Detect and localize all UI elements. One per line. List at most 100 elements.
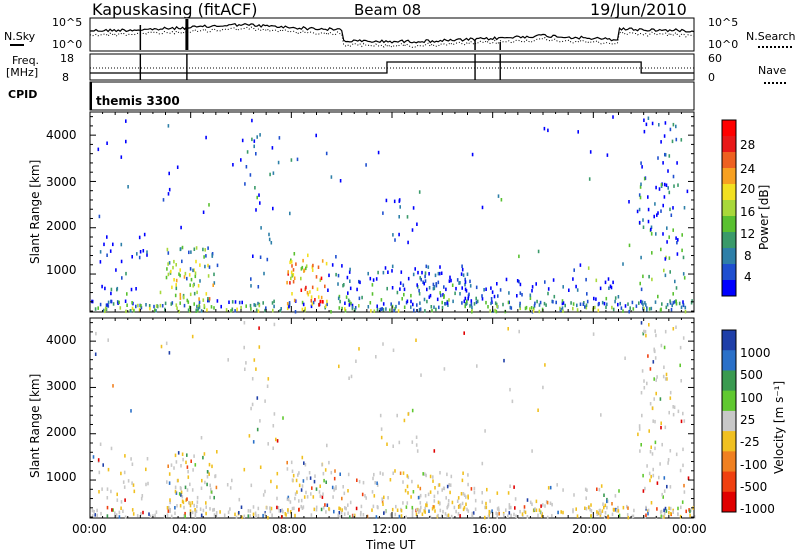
- power-point: [286, 302, 289, 306]
- power-point: [666, 303, 669, 307]
- power-point: [279, 309, 281, 313]
- cpid-label: CPID: [8, 88, 38, 101]
- velocity-ytick-3000: 3000: [46, 379, 77, 393]
- power-point: [296, 157, 299, 162]
- power-point: [168, 187, 171, 192]
- velocity-point: [344, 506, 346, 510]
- power-point: [265, 306, 267, 310]
- power-point: [680, 138, 683, 142]
- power-point: [657, 211, 659, 215]
- velocity-point: [276, 485, 278, 489]
- velocity-point: [433, 499, 436, 503]
- power-point: [379, 307, 381, 312]
- velocity-point: [531, 502, 533, 506]
- velocity-point: [474, 498, 477, 503]
- velocity-cb-neg1000: -1000: [740, 502, 775, 516]
- velocity-point: [315, 508, 318, 512]
- velocity-point: [659, 510, 662, 514]
- freq-lines: [90, 54, 694, 80]
- velocity-point: [133, 489, 136, 494]
- nave-tick-top: 60: [708, 52, 722, 65]
- power-point: [638, 220, 641, 225]
- velocity-point: [424, 510, 426, 514]
- power-point: [635, 304, 638, 308]
- velocity-point: [618, 513, 621, 518]
- power-point: [189, 267, 192, 271]
- velocity-point: [541, 514, 543, 518]
- power-point: [216, 263, 219, 268]
- velocity-point: [689, 513, 691, 518]
- power-point: [656, 213, 658, 217]
- velocity-point: [313, 507, 316, 512]
- power-point: [394, 238, 396, 242]
- power-point: [208, 265, 211, 269]
- power-point: [505, 277, 508, 282]
- velocity-point: [189, 509, 192, 513]
- power-point: [205, 135, 207, 140]
- power-point: [657, 156, 659, 160]
- power-point: [464, 280, 467, 284]
- velocity-point: [656, 507, 658, 511]
- power-point: [466, 272, 469, 276]
- velocity-point: [484, 429, 486, 433]
- power-point: [197, 284, 200, 288]
- velocity-point: [446, 484, 449, 489]
- velocity-point: [286, 467, 289, 471]
- power-point: [529, 293, 532, 297]
- velocity-point: [637, 432, 639, 437]
- power-point: [311, 268, 314, 272]
- velocity-point: [665, 372, 668, 377]
- velocity-point: [191, 334, 194, 339]
- power-point: [576, 288, 579, 292]
- velocity-point: [662, 495, 664, 499]
- power-point: [385, 307, 387, 311]
- velocity-point: [122, 509, 124, 513]
- velocity-point: [177, 478, 179, 483]
- power-point: [647, 207, 650, 212]
- velocity-point: [663, 476, 666, 480]
- power-point: [137, 303, 139, 308]
- velocity-point: [100, 511, 102, 516]
- power-point: [483, 288, 485, 292]
- velocity-point: [174, 453, 177, 458]
- velocity-point: [287, 495, 290, 500]
- power-point: [466, 301, 468, 306]
- velocity-point: [382, 472, 384, 476]
- velocity-point: [680, 505, 682, 510]
- velocity-point: [338, 506, 340, 510]
- freq-tick-bottom: 8: [62, 71, 69, 84]
- velocity-point: [584, 506, 586, 510]
- velocity-point: [416, 507, 419, 512]
- power-point: [638, 207, 641, 212]
- power-point: [266, 257, 269, 262]
- power-point: [189, 292, 192, 297]
- velocity-point: [576, 514, 579, 518]
- power-point: [470, 299, 473, 303]
- velocity-point: [169, 509, 171, 513]
- velocity-point: [292, 473, 295, 478]
- power-point: [614, 299, 616, 304]
- velocity-point: [347, 489, 349, 493]
- velocity-point: [205, 511, 207, 516]
- velocity-point: [216, 450, 218, 454]
- velocity-point: [666, 484, 668, 489]
- velocity-point: [372, 476, 374, 481]
- velocity-point: [660, 509, 663, 514]
- power-point: [650, 227, 652, 232]
- power-point: [202, 210, 205, 214]
- velocity-point: [421, 512, 424, 516]
- power-point: [564, 303, 566, 308]
- power-point: [647, 116, 650, 120]
- power-point: [495, 309, 498, 314]
- velocity-ytick-4000: 4000: [46, 333, 77, 347]
- velocity-point: [633, 508, 635, 513]
- velocity-point: [300, 498, 303, 503]
- velocity-point: [661, 492, 663, 497]
- velocity-point: [387, 496, 389, 500]
- power-point: [670, 307, 673, 312]
- velocity-point: [683, 490, 686, 494]
- power-point: [356, 287, 358, 292]
- velocity-point: [519, 509, 521, 514]
- power-point: [125, 309, 127, 314]
- velocity-point: [419, 509, 422, 513]
